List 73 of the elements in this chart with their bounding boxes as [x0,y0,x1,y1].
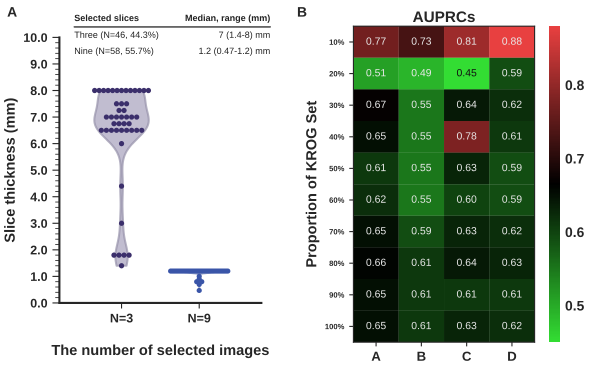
y-tick-label: 3.0 [30,219,48,228]
data-label: 0.61 [502,132,522,140]
data-label: 0.51 [366,69,386,76]
x-tick-label: D [508,352,516,361]
y-axis-title: Proportion of KROG Set [306,100,320,267]
color-bar-label: 0.8 [566,80,584,90]
data-label: 0.65 [366,322,386,330]
x-tick-label: N=3 [110,314,133,323]
data-label: 0.60 [456,195,476,203]
text: A [7,7,17,17]
data-label: 0.59 [502,195,522,203]
color-bar-label: 0.5 [566,300,584,311]
y-tick-label: 6.0 [30,139,48,148]
data-label: 0.55 [412,100,432,108]
text: Selected slices [74,14,139,22]
data-label: 0.61 [412,322,431,330]
data-label: 0.49 [412,69,432,76]
data-label: 0.55 [412,195,432,203]
x-tick-label: A [372,352,380,361]
data-label: 0.63 [456,322,476,330]
data-label: 0.73 [412,37,432,45]
y-tick-label: 4.0 [30,192,48,202]
data-label: 0.55 [412,132,432,140]
y-tick-label: 9.0 [30,60,48,69]
data-label: 0.63 [456,164,476,172]
y-tick-label: 2.0 [30,246,48,254]
data-label: 0.62 [502,100,522,108]
data-label: 0.62 [366,195,386,203]
data-label: 0.62 [502,227,522,234]
data-label: 0.61 [366,164,386,172]
annotation: 1.2 (0.47-1.2) mm [199,47,270,56]
data-label: 0.63 [456,227,476,234]
y-tick-label: 1.0 [31,272,48,282]
annotation: 7 (1.4-8) mm [219,31,270,40]
data-label: 0.61 [502,290,522,298]
text: B [298,7,306,17]
x-tick-label: N=9 [188,314,210,323]
data-label: 0.61 [412,258,431,266]
data-label: 0.88 [502,37,522,45]
data-label: 0.66 [366,258,386,266]
color-bar-label: 0.7 [566,154,584,164]
data-label: 0.45 [456,69,476,76]
data-label: 0.67 [366,100,386,108]
x-axis-title: The number of selected images [52,344,269,358]
data-label: 0.65 [366,227,386,234]
data-label: 0.59 [412,227,432,234]
data-label: 0.55 [412,164,432,172]
data-label: 0.64 [456,100,476,108]
data-label: 0.59 [502,164,522,172]
y-tick-label: 8.0 [30,86,48,96]
annotation: Three (N=46, 44.3%) [74,31,158,40]
data-label: 0.61 [412,290,431,298]
data-label: 0.65 [366,132,386,140]
x-tick-label: B [417,352,426,361]
y-tick-label: 5.0 [30,166,48,175]
text: Median, range (mm) [186,14,270,23]
y-axis-title: Slice thickness (mm) [4,98,18,242]
y-tick-label: 7.0 [30,112,48,122]
y-tick-label: 10.0 [24,33,48,42]
annotation: Nine (N=58, 55.7%) [74,47,154,56]
x-tick-label: C [462,352,472,361]
data-label: 0.59 [502,69,522,76]
y-tick-label: 0.0 [30,298,48,308]
data-label: 0.78 [456,132,476,140]
data-label: 0.64 [456,258,476,266]
data-label: 0.81 [456,37,476,45]
data-label: 0.77 [366,37,386,45]
data-label: 0.65 [366,290,386,298]
chart-title: AUPRCs [412,11,475,22]
color-bar-label: 0.6 [566,227,584,238]
data-label: 0.61 [456,290,476,298]
data-label: 0.63 [502,258,522,266]
data-label: 0.62 [502,322,522,330]
